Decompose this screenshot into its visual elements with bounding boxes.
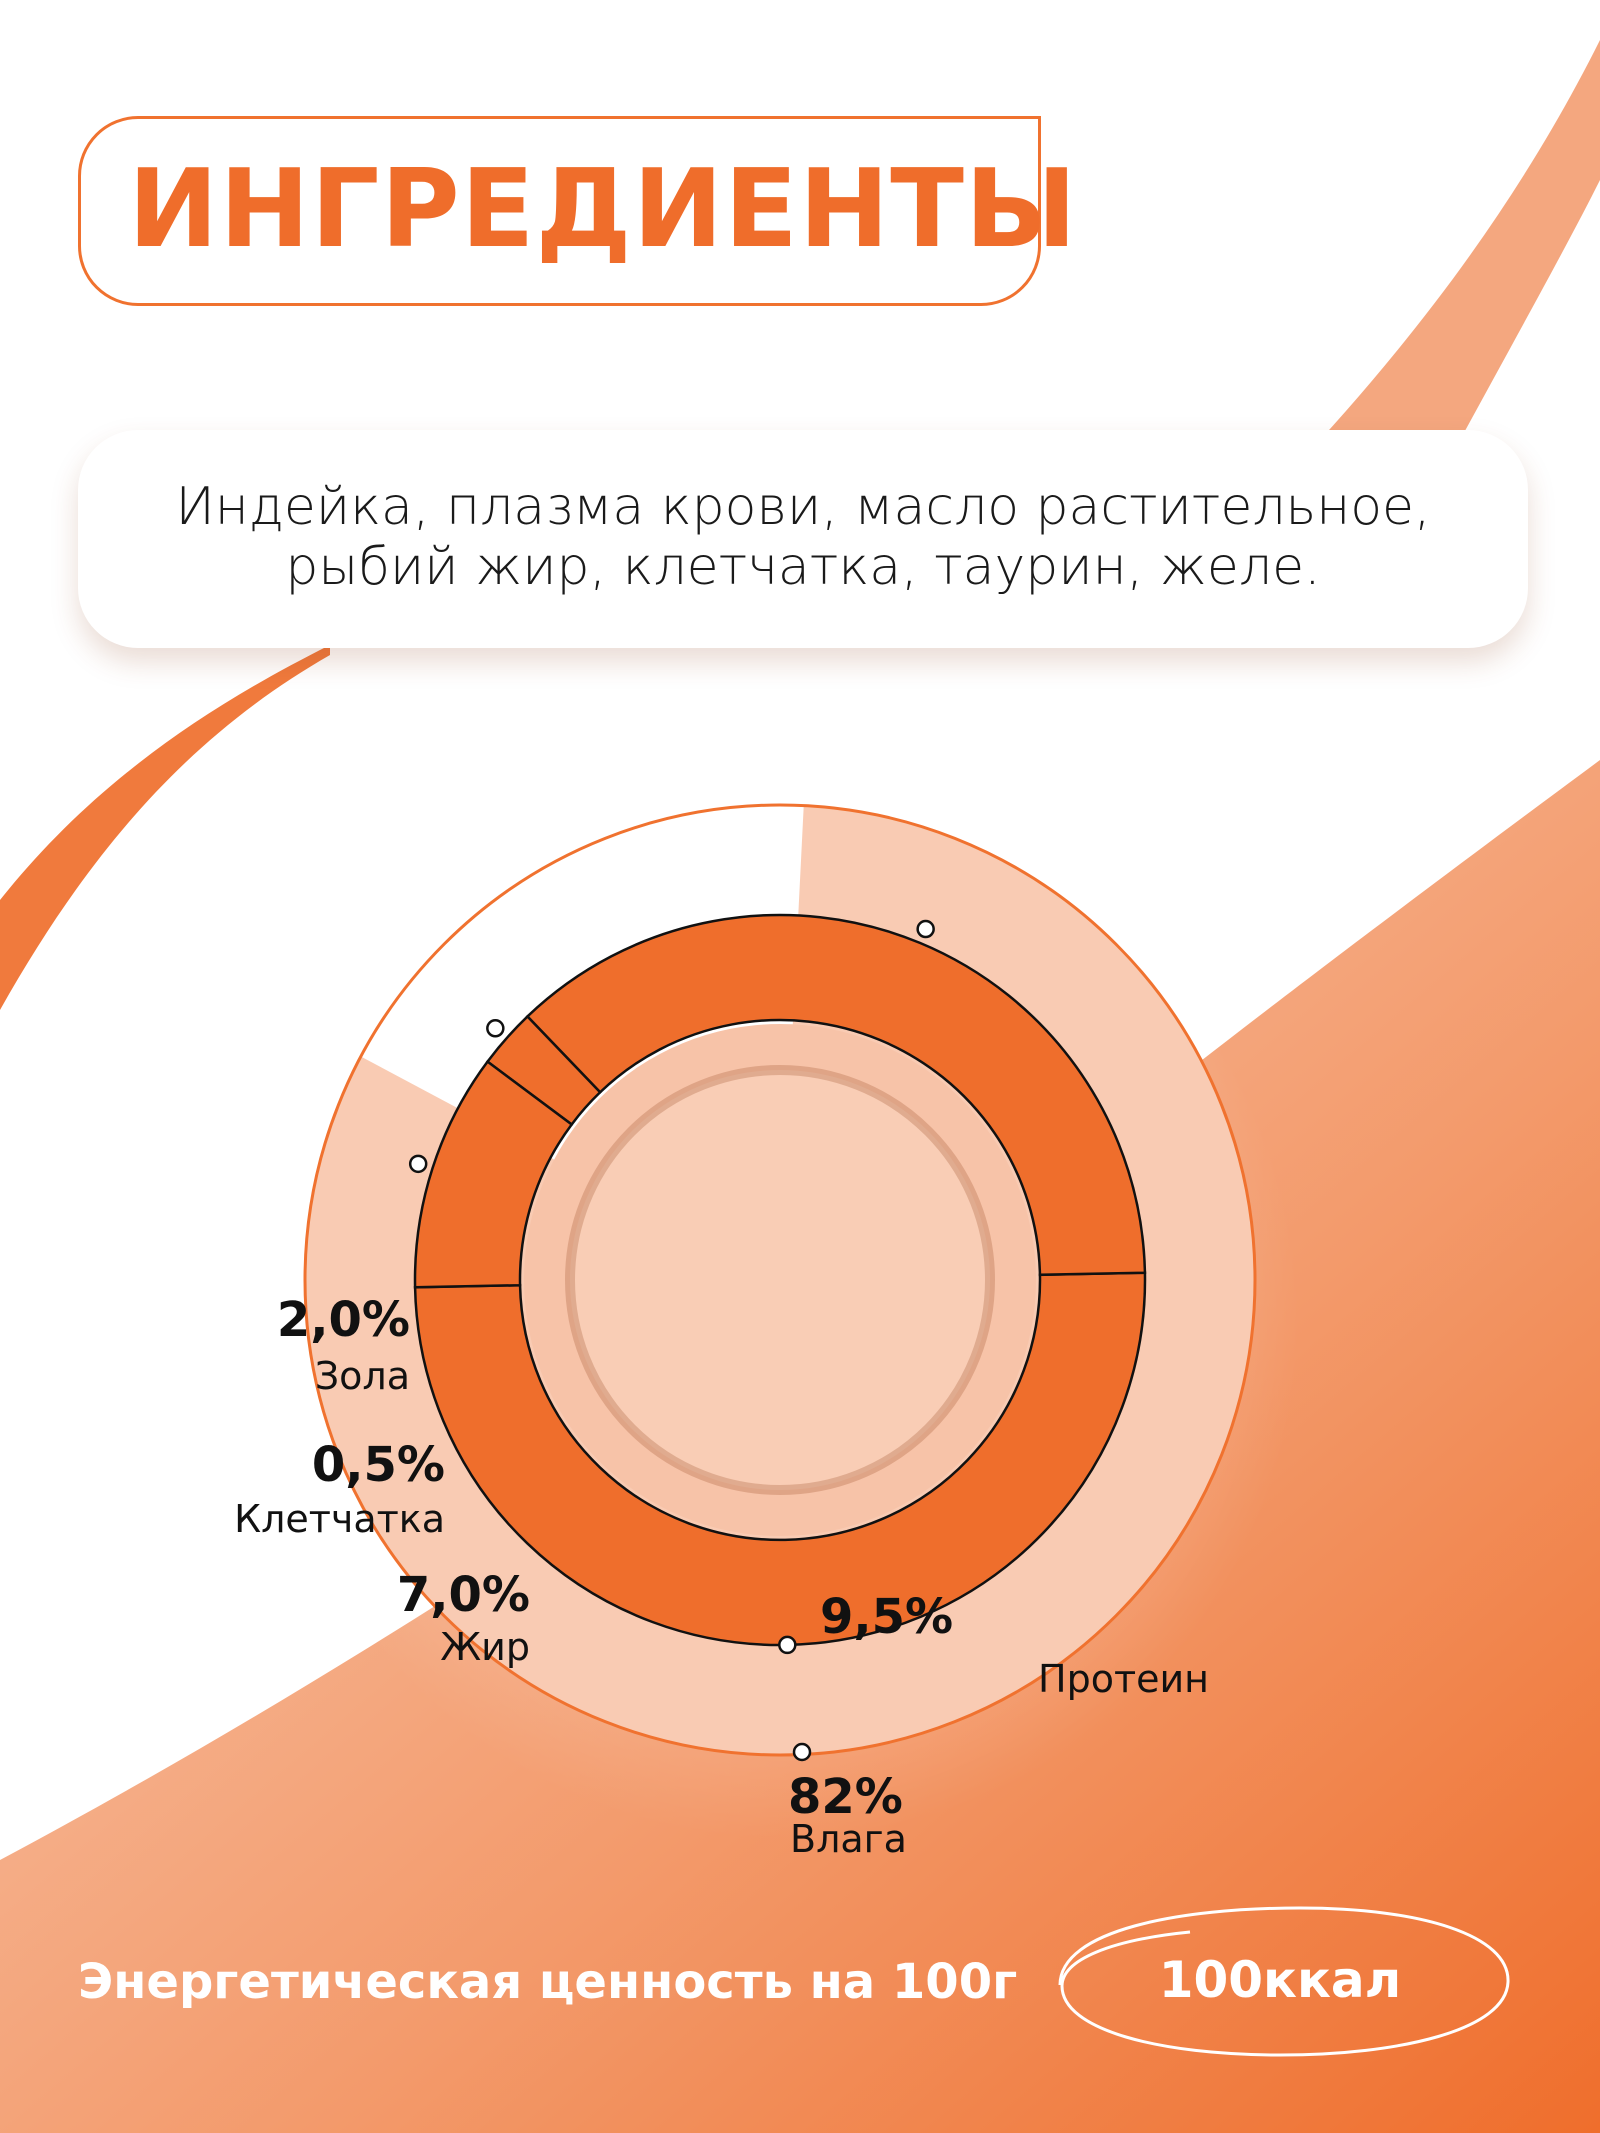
label-moisture-value: 82%: [788, 1769, 903, 1825]
chart-center-inner: [565, 1065, 995, 1495]
label-fiber-value: 0,5%: [311, 1437, 445, 1493]
label-protein-name: Протеин: [1038, 1657, 1209, 1701]
label-moisture-name: Влага: [790, 1817, 907, 1861]
page-title: ИНГРЕДИЕНТЫ: [128, 147, 1078, 272]
label-ash-value: 2,0%: [276, 1292, 410, 1348]
ingredients-card: Индейка, плазма крови, масло растительно…: [78, 430, 1528, 648]
slice-marker-1: [916, 919, 935, 939]
title-frame: [78, 116, 1041, 306]
ingredients-line-2: рыбий жир, клетчатка, таурин, желе.: [285, 537, 1321, 597]
swoosh-left: [0, 645, 330, 1010]
label-fat-name: Жир: [440, 1625, 530, 1669]
energy-ring: [1058, 1906, 1510, 2057]
slice-marker-3: [408, 1154, 428, 1174]
ring-slice-0: [413, 1271, 1147, 1647]
slice-marker-2: [486, 1019, 505, 1038]
ingredients-line-1: Индейка, плазма крови, масло растительно…: [175, 477, 1431, 537]
ring-slice-3: [413, 1059, 574, 1289]
label-fiber-name: Клетчатка: [234, 1497, 445, 1541]
energy-label: Энергетическая ценность на 100г: [78, 1954, 1018, 2010]
energy-value: 100ккал: [1158, 1951, 1402, 2009]
label-protein-value: 9,5%: [820, 1589, 954, 1645]
ring-slice-1: [525, 913, 1147, 1277]
swoosh-top-right: [1320, 40, 1600, 440]
moisture-marker: [792, 1742, 812, 1762]
label-ash-name: Зола: [314, 1354, 410, 1398]
ring-slice-2: [485, 1014, 602, 1127]
label-fat-value: 7,0%: [396, 1567, 530, 1623]
moisture-outline: [303, 803, 1257, 1757]
slice-marker-0: [778, 1635, 797, 1655]
